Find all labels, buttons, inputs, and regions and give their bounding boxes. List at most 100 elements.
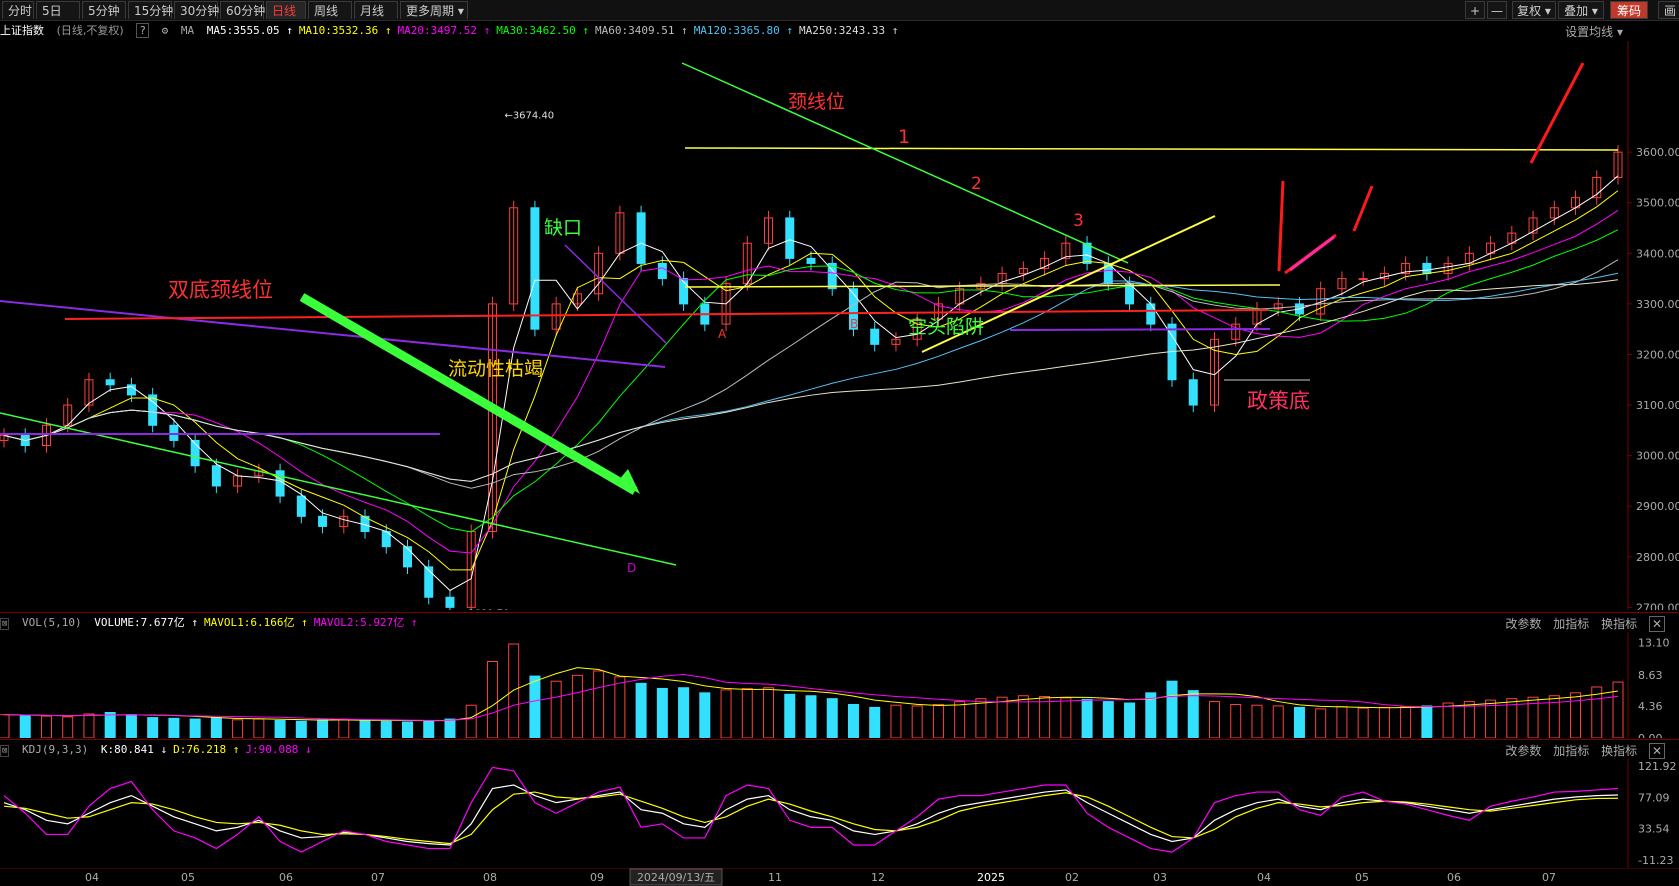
vol-edit-params[interactable]: 改参数 [1505, 617, 1542, 631]
candle [1082, 242, 1092, 264]
candle [509, 207, 519, 305]
x-tick-label: 04 [85, 871, 99, 884]
legend-value: D:76.218 ↑ [173, 743, 240, 756]
candle [1273, 303, 1283, 310]
x-tick-label: 2024/09/13/五 [637, 871, 715, 884]
kdj-chart[interactable]: -11.23 33.54 77.09 121.92 [0, 758, 1679, 868]
period-tab[interactable]: 5分钟 [82, 1, 126, 19]
uptrend-line-yellow [921, 215, 1216, 353]
volume-bar [465, 704, 477, 738]
candle [1188, 379, 1198, 406]
volume-bar [593, 670, 605, 738]
volume-bar [656, 687, 668, 738]
volume-bar [1400, 706, 1412, 738]
legend-value: MA250:3243.33 ↑ [799, 24, 899, 37]
period-tab[interactable]: 5日 [36, 1, 80, 19]
ma-line [3, 229, 1619, 533]
close-small-icon[interactable]: ⊠ [0, 618, 10, 630]
trend-line-purple [0, 300, 666, 368]
period-tab[interactable]: 分时 [2, 1, 34, 19]
volume-bar [614, 676, 626, 738]
kdj-close-icon[interactable]: ✕ [1648, 743, 1665, 759]
min-label: —2689.70 [458, 609, 509, 610]
volume-bar [1017, 695, 1029, 738]
candle [1316, 288, 1326, 315]
toolbar-button[interactable]: + [1465, 1, 1485, 19]
period-tab[interactable]: 更多周期 ▾ [400, 1, 468, 19]
period-tab[interactable]: 日线 [266, 1, 306, 19]
gear-icon[interactable]: ⚙ [161, 24, 169, 37]
period-tab[interactable]: 30分钟 [174, 1, 219, 19]
volume-bar [19, 714, 31, 738]
volume-bar [550, 680, 562, 738]
help-button[interactable]: ? [136, 23, 149, 38]
volume-bar [1166, 680, 1178, 738]
annotation-double-bottom-neckline: 双底颈线位 [168, 278, 273, 302]
period-tab[interactable]: 60分钟 [220, 1, 265, 19]
period-tab[interactable]: 15分钟 [128, 1, 173, 19]
y-tick-label: 3200.00 [1636, 348, 1679, 361]
volume-bar [1336, 706, 1348, 738]
candle [169, 424, 179, 441]
legend-value: MA120:3365.80 ↑ [693, 24, 794, 37]
ma-line [3, 175, 1619, 592]
volume-bar [1187, 690, 1199, 738]
volume-bar [317, 719, 329, 738]
main-legend: 上证指数 (日线,不复权) ? ⚙ MA MA5:3555.05 ↑ MA10:3… [0, 23, 910, 39]
candle [190, 439, 200, 467]
candle [105, 379, 115, 386]
adjust-mode[interactable]: (日线,不复权) [56, 24, 124, 37]
volume-bar [1485, 699, 1497, 738]
kdj-change-indicator[interactable]: 换指标 [1601, 744, 1638, 758]
vol-change-indicator[interactable]: 换指标 [1601, 617, 1638, 631]
volume-bar [635, 682, 647, 738]
volume-bar [996, 696, 1008, 738]
toolbar-button[interactable]: 画 [1658, 1, 1679, 19]
toolbar-button[interactable]: 叠加 ▾ [1558, 1, 1604, 19]
candle [1443, 262, 1453, 275]
volume-bar [1230, 703, 1242, 738]
x-tick-label: 03 [1153, 871, 1167, 884]
resistance-line-red [64, 309, 1269, 320]
candle [530, 207, 540, 330]
volume-bar [338, 718, 350, 738]
y-tick-label: 3500.00 [1636, 197, 1679, 210]
kdj-edit-params[interactable]: 改参数 [1505, 744, 1542, 758]
volume-bar [508, 643, 520, 738]
volume-bar [1251, 704, 1263, 738]
ma-settings-button[interactable]: 设置均线 ▾ [1565, 23, 1623, 40]
toolbar-button[interactable]: 筹码 [1610, 1, 1648, 19]
toolbar-button[interactable]: — [1487, 1, 1507, 19]
period-tab[interactable]: 月线 [354, 1, 398, 19]
neckline-yellow-bottom [684, 284, 1281, 288]
volume-bar [62, 716, 74, 738]
toolbar-button[interactable]: 复权 ▾ [1512, 1, 1556, 19]
volume-bar [1378, 706, 1390, 738]
volume-bar [571, 674, 583, 738]
x-tick-label: 09 [590, 871, 604, 884]
candle [827, 262, 837, 290]
volume-bar [1357, 707, 1369, 738]
y-tick-label: 4.36 [1638, 700, 1663, 713]
liquidity-arrow [299, 293, 638, 495]
close-small-icon[interactable]: ⊠ [0, 745, 10, 757]
x-tick-label: 02 [1065, 871, 1079, 884]
legend-value: MA5:3555.05 ↑ [206, 24, 293, 37]
legend-value: MAVOL1:6.166亿 ↑ [204, 616, 308, 629]
volume-bar [189, 718, 201, 738]
y-tick-label: 3000.00 [1636, 450, 1679, 463]
volume-chart[interactable]: 0.00 4.36 8.63 13.10 [0, 632, 1679, 738]
main-price-chart[interactable]: 2700.00 2800.00 2900.00 3000.00 3100.00 3200.… [0, 41, 1679, 610]
volume-bar [1548, 695, 1560, 738]
candle [636, 212, 646, 264]
volume-bar [83, 713, 95, 738]
trend-line-green [0, 412, 677, 566]
support-line-purple [1009, 328, 1271, 331]
liquidity-arrowhead [618, 469, 640, 494]
period-tab[interactable]: 周线 [308, 1, 352, 19]
vol-close-icon[interactable]: ✕ [1648, 616, 1665, 632]
y-tick-label: 3600.00 [1636, 146, 1679, 159]
kdj-add-indicator[interactable]: 加指标 [1553, 744, 1590, 758]
vol-add-indicator[interactable]: 加指标 [1553, 617, 1590, 631]
candle [1231, 323, 1241, 340]
